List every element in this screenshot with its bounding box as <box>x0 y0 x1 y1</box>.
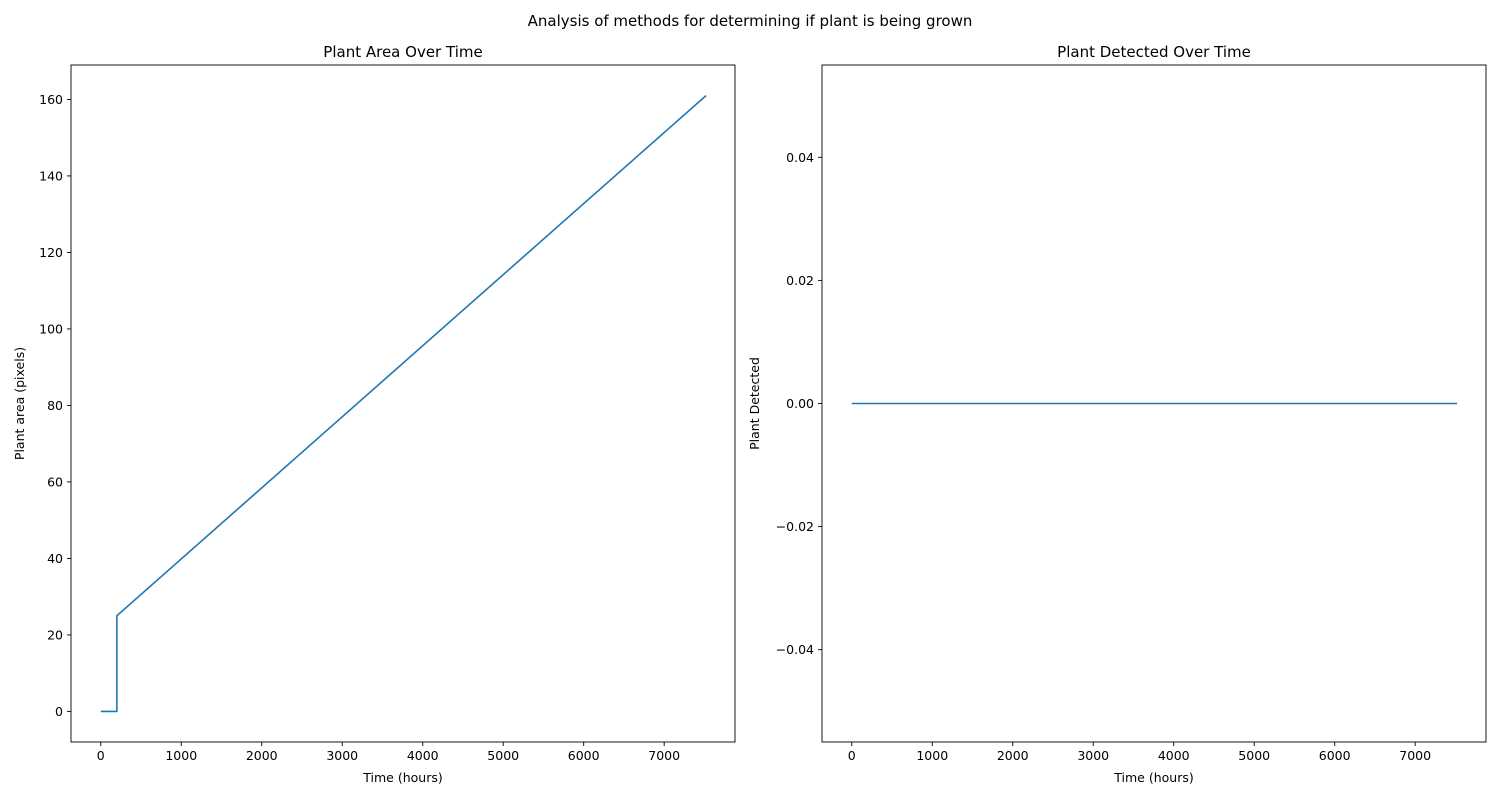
chart1-ytick-label: 40 <box>47 551 63 566</box>
chart2-ylabel: Plant Detected <box>747 357 762 450</box>
chart2-xtick-label: 3000 <box>1077 748 1109 763</box>
chart1-ylabel: Plant area (pixels) <box>12 347 27 460</box>
chart2-xtick-label: 0 <box>848 748 856 763</box>
chart1-ytick-label: 0 <box>55 704 63 719</box>
chart1-xtick-label: 3000 <box>326 748 358 763</box>
chart2-ytick-label: 0.02 <box>786 273 814 288</box>
chart1-title: Plant Area Over Time <box>323 43 482 61</box>
chart2-xtick-label: 5000 <box>1238 748 1270 763</box>
chart2-ytick-label: −0.02 <box>776 519 814 534</box>
chart1-xtick-label: 0 <box>97 748 105 763</box>
chart2-xlabel: Time (hours) <box>1113 770 1193 785</box>
chart1-xtick-label: 7000 <box>648 748 680 763</box>
chart1-xtick-label: 2000 <box>246 748 278 763</box>
chart1-xlabel: Time (hours) <box>362 770 442 785</box>
chart1-xtick-label: 1000 <box>165 748 197 763</box>
chart2-xtick-label: 4000 <box>1158 748 1190 763</box>
chart1-axes-frame <box>70 64 736 743</box>
chart1-ytick-label: 160 <box>39 92 63 107</box>
chart1-xtick-label: 6000 <box>568 748 600 763</box>
chart2-ytick-label: 0.00 <box>786 396 814 411</box>
chart1-ytick-label: 60 <box>47 474 63 489</box>
chart1-ytick-label: 120 <box>39 245 63 260</box>
chart2-xtick-label: 2000 <box>997 748 1029 763</box>
chart1-ytick-label: 100 <box>39 321 63 336</box>
chart1-ytick-label: 80 <box>47 398 63 413</box>
figure-suptitle: Analysis of methods for determining if p… <box>527 12 973 30</box>
chart1-xtick-label: 5000 <box>487 748 519 763</box>
chart1-xtick-label: 4000 <box>407 748 439 763</box>
chart1-ytick-label: 140 <box>39 168 63 183</box>
chart2-xtick-label: 6000 <box>1319 748 1351 763</box>
chart2-ytick-label: −0.04 <box>776 642 814 657</box>
chart2-xtick-label: 1000 <box>916 748 948 763</box>
chart1-series-line-1 <box>100 95 707 713</box>
chart2-title: Plant Detected Over Time <box>1057 43 1251 61</box>
chart1-ytick-label: 20 <box>47 627 63 642</box>
chart2-ytick-label: 0.04 <box>786 150 814 165</box>
chart2-xtick-label: 7000 <box>1399 748 1431 763</box>
